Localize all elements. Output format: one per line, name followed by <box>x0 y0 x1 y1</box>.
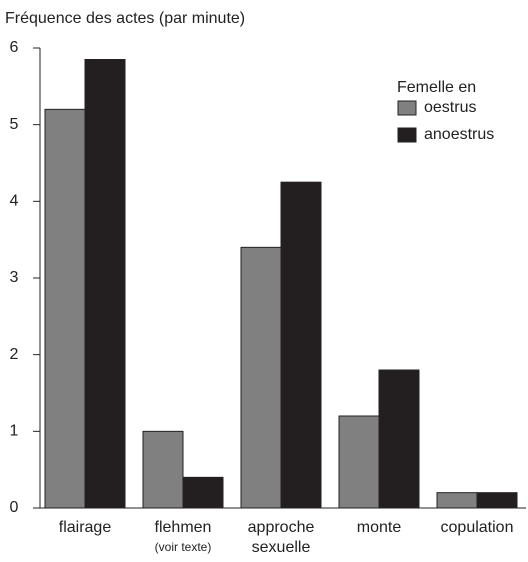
x-tick-label: flairage <box>59 519 112 536</box>
bar <box>84 59 126 509</box>
bar <box>240 246 282 509</box>
legend-label: oestrus <box>424 99 476 116</box>
y-tick-label: 2 <box>10 346 19 363</box>
x-tick-label: copulation <box>441 519 514 536</box>
y-tick-label: 4 <box>10 193 19 210</box>
y-tick-label: 0 <box>10 499 19 516</box>
y-tick-label: 3 <box>10 269 19 286</box>
bar <box>280 181 322 509</box>
bar <box>338 415 380 509</box>
chart-title: Fréquence des actes (par minute) <box>5 10 245 27</box>
x-tick-label: flehmen <box>155 519 212 536</box>
x-tick-label: approche sexuelle <box>248 519 315 556</box>
x-tick-note: (voir texte) <box>155 540 212 554</box>
bar <box>182 476 224 509</box>
bar <box>378 369 420 509</box>
bar <box>476 492 518 509</box>
y-tick-label: 6 <box>10 39 19 56</box>
legend-swatch <box>397 100 417 116</box>
y-tick-label: 5 <box>10 116 19 133</box>
y-tick-label: 1 <box>10 423 19 440</box>
legend-swatch <box>397 127 417 143</box>
legend-title: Femelle en <box>397 79 476 96</box>
bar <box>44 108 86 509</box>
bar <box>436 492 478 509</box>
bar <box>142 430 184 509</box>
legend-label: anoestrus <box>424 126 494 143</box>
x-tick-label: monte <box>357 519 402 536</box>
